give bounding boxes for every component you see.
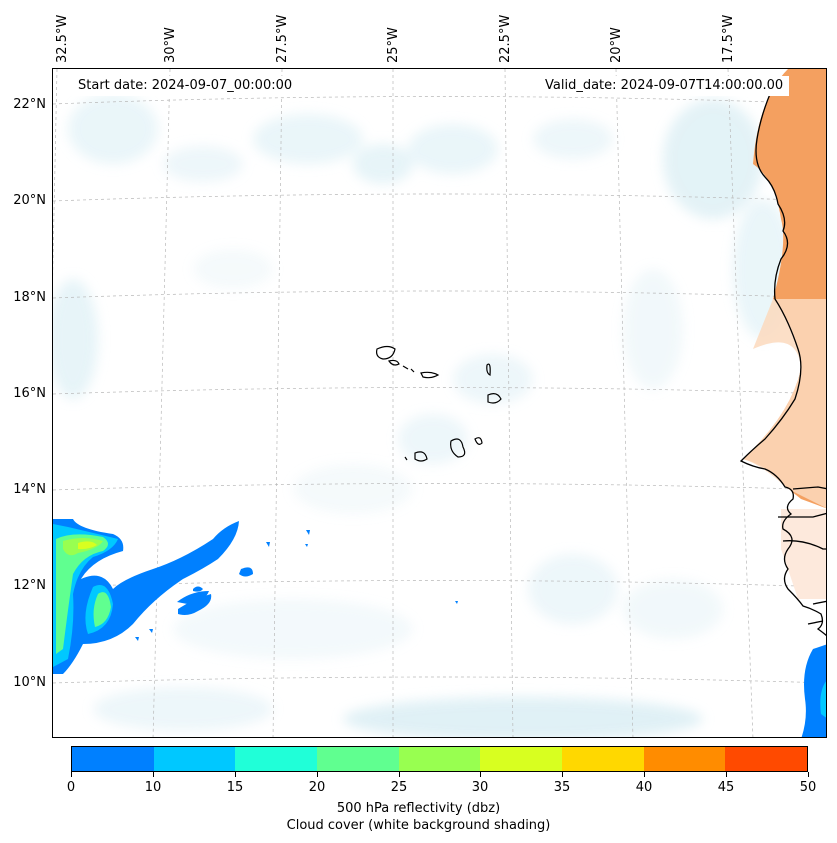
valid-date-label: Valid_date: 2024-09-07T14:00:00.00 — [539, 76, 790, 96]
africa-land-shading — [743, 69, 826, 599]
colorbar-tick — [317, 772, 318, 777]
colorbar-segment — [153, 747, 236, 771]
colorbar-segment — [72, 747, 154, 771]
colorbar-tick-label: 45 — [717, 780, 735, 795]
lon-label-30w: 30°W — [163, 27, 178, 63]
colorbar-tick — [399, 772, 400, 777]
cloud-cover-shading — [53, 94, 793, 737]
lon-label-27-5w: 27.5°W — [275, 14, 290, 63]
reflectivity-southeast-cell — [801, 644, 826, 737]
colorbar-tick — [480, 772, 481, 777]
colorbar-tick-label: 40 — [635, 780, 653, 795]
colorbar-tick — [562, 772, 563, 777]
colorbar-tick — [808, 772, 809, 777]
colorbar-tick — [726, 772, 727, 777]
lon-label-25w: 25°W — [386, 27, 401, 63]
lat-label-22n: 22°N — [13, 97, 46, 112]
colorbar-tick-label: 25 — [390, 780, 408, 795]
africa-coastline — [739, 86, 826, 637]
colorbar-segment — [480, 747, 563, 771]
lat-label-20n: 20°N — [13, 193, 46, 208]
colorbar-tick-label: 20 — [308, 780, 326, 795]
lon-label-20w: 20°W — [609, 27, 624, 63]
colorbar-tick — [153, 772, 154, 777]
cape-verde-islands — [376, 345, 502, 462]
lon-label-32-5w: 32.5°W — [55, 14, 70, 63]
reflectivity-colorbar — [71, 746, 808, 772]
colorbar-segment — [562, 747, 644, 771]
lon-label-17-5w: 17.5°W — [721, 14, 736, 63]
colorbar-segment — [317, 747, 399, 771]
lat-label-18n: 18°N — [13, 290, 46, 305]
start-date-label: Start date: 2024-09-07_00:00:00 — [72, 76, 299, 96]
colorbar-tick-label: 35 — [553, 780, 571, 795]
colorbar-tick — [235, 772, 236, 777]
map-canvas — [53, 69, 826, 737]
colorbar-tick — [644, 772, 645, 777]
map-gridlines — [53, 69, 826, 737]
colorbar-tick — [71, 772, 72, 777]
colorbar-label-reflectivity: 500 hPa reflectivity (dbz) — [336, 801, 501, 816]
colorbar-segment — [725, 747, 808, 771]
lat-label-16n: 16°N — [13, 386, 46, 401]
map-panel — [52, 68, 827, 738]
lat-label-14n: 14°N — [13, 482, 46, 497]
colorbar-segment — [235, 747, 318, 771]
colorbar-tick-label: 10 — [144, 780, 162, 795]
colorbar-segment — [398, 747, 481, 771]
colorbar-segment — [643, 747, 726, 771]
colorbar-tick-label: 15 — [226, 780, 244, 795]
lat-label-10n: 10°N — [13, 675, 46, 690]
colorbar-label-cloud-cover: Cloud cover (white background shading) — [286, 818, 551, 833]
lat-label-12n: 12°N — [13, 578, 46, 593]
colorbar-tick-label: 50 — [799, 780, 817, 795]
colorbar-tick-label: 0 — [66, 780, 76, 795]
lon-label-22-5w: 22.5°W — [498, 14, 513, 63]
colorbar-tick-label: 30 — [471, 780, 489, 795]
reflectivity-west-cluster — [53, 519, 458, 674]
